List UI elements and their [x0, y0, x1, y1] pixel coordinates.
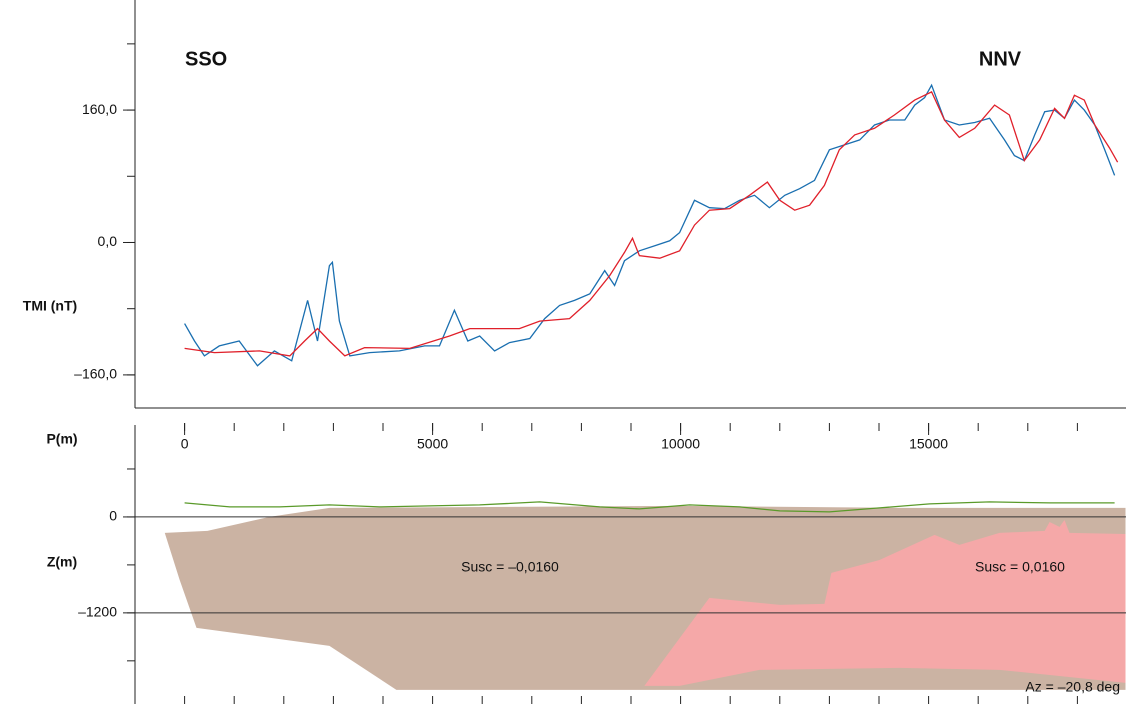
annotation: SSO — [185, 48, 227, 70]
x-axis-label: P(m) — [46, 431, 77, 447]
body-label: Susc = 0,0160 — [975, 559, 1065, 575]
y-axis-label: TMI (nT) — [23, 298, 77, 314]
x-tick-label: 0 — [181, 436, 189, 452]
model-body — [644, 519, 1126, 686]
y-tick-label: –160,0 — [74, 366, 117, 382]
y-tick-label: –1200 — [78, 604, 117, 620]
bodies-layer — [164, 505, 1126, 690]
y-tick-label: 160,0 — [82, 101, 117, 117]
data-line — [184, 501, 1115, 513]
y-axis-label: Z(m) — [47, 554, 77, 570]
data-line — [184, 83, 1116, 367]
y-tick-label: 0 — [109, 508, 117, 524]
x-tick-label: 15000 — [909, 436, 948, 452]
annotation: NNV — [979, 48, 1022, 70]
annotation: Az = –20,8 deg — [1025, 679, 1120, 695]
x-tick-label: 5000 — [417, 436, 448, 452]
data-line — [184, 91, 1119, 357]
main-layer: 0 5000 10000 15000 P(m) 160,0 0,0 –160,0 TMI (nT… — [23, 0, 1126, 704]
x-tick-label: 10000 — [661, 436, 700, 452]
body-label: Susc = –0,0160 — [461, 559, 559, 575]
y-tick-label: 0,0 — [98, 233, 118, 249]
